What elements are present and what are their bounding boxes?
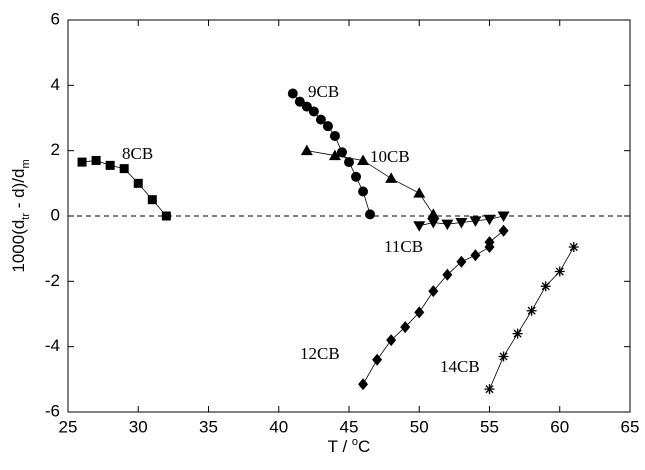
- marker: [498, 224, 509, 237]
- marker: [385, 172, 398, 183]
- marker: [386, 334, 397, 347]
- marker: [372, 353, 383, 366]
- marker: [300, 144, 313, 156]
- x-tick-label: 60: [550, 417, 569, 436]
- x-axis-label: T / oC: [328, 436, 371, 457]
- x-label-part: T /: [328, 437, 352, 456]
- marker: [469, 216, 482, 227]
- marker: [442, 268, 453, 281]
- marker: [414, 306, 425, 319]
- x-tick-label: 65: [621, 417, 640, 436]
- marker: [568, 242, 579, 253]
- marker: [147, 195, 157, 205]
- y-tick-label: 2: [51, 140, 60, 159]
- series-label: 11CB: [384, 237, 423, 256]
- marker: [105, 160, 115, 170]
- marker: [456, 255, 467, 268]
- marker: [365, 209, 376, 220]
- marker: [119, 164, 129, 174]
- marker: [484, 384, 495, 395]
- marker: [322, 121, 333, 132]
- y-tick-label: -6: [45, 401, 60, 420]
- marker: [357, 154, 370, 165]
- x-label-part: o: [352, 436, 358, 448]
- marker: [287, 88, 298, 99]
- x-tick-label: 40: [269, 417, 288, 436]
- y-label-part: m: [20, 159, 32, 168]
- series-label: 12CB: [300, 344, 340, 363]
- marker: [358, 186, 369, 197]
- marker: [351, 171, 362, 182]
- marker: [328, 149, 341, 161]
- y-label-part: tr: [20, 213, 32, 220]
- marker: [497, 211, 510, 222]
- marker: [483, 214, 496, 226]
- marker: [427, 218, 440, 229]
- series-label: 14CB: [440, 357, 480, 376]
- series-label: 8CB: [122, 144, 153, 163]
- marker: [344, 157, 354, 168]
- marker: [428, 285, 439, 298]
- x-tick-label: 30: [129, 417, 148, 436]
- series-line: [489, 246, 575, 390]
- x-tick-label: 25: [59, 417, 78, 436]
- marker: [512, 328, 523, 339]
- marker: [413, 221, 426, 232]
- y-tick-label: 4: [51, 75, 60, 94]
- marker: [441, 219, 454, 231]
- marker: [308, 106, 319, 117]
- marker: [77, 157, 87, 167]
- marker: [413, 187, 426, 198]
- x-tick-label: 45: [340, 417, 359, 436]
- marker: [554, 266, 565, 277]
- marker: [358, 378, 369, 391]
- y-tick-label: 0: [51, 205, 60, 224]
- x-label-part: C: [358, 437, 370, 456]
- x-tick-label: 55: [480, 417, 499, 436]
- marker: [91, 155, 101, 165]
- marker: [540, 281, 551, 292]
- marker: [470, 249, 481, 262]
- y-label-part: 1000(d: [9, 220, 28, 273]
- y-tick-label: 6: [51, 9, 60, 28]
- marker: [294, 96, 305, 107]
- y-tick-label: -2: [45, 271, 60, 290]
- marker: [301, 101, 312, 112]
- marker: [427, 208, 440, 219]
- x-tick-label: 50: [410, 417, 429, 436]
- marker: [133, 178, 143, 188]
- marker: [455, 218, 468, 229]
- y-label-part: - d)/d: [9, 169, 28, 213]
- marker: [498, 351, 509, 362]
- marker: [161, 211, 171, 221]
- marker: [329, 130, 340, 141]
- marker: [484, 236, 495, 249]
- marker: [336, 147, 347, 158]
- marker: [400, 321, 411, 334]
- x-tick-label: 35: [199, 417, 218, 436]
- y-tick-label: -4: [45, 336, 60, 355]
- series-label: 10CB: [370, 147, 410, 166]
- y-axis-label: 1000(dtr - d)/dm: [9, 159, 31, 272]
- series-label: 9CB: [308, 82, 339, 101]
- marker: [526, 305, 537, 316]
- marker: [315, 114, 326, 125]
